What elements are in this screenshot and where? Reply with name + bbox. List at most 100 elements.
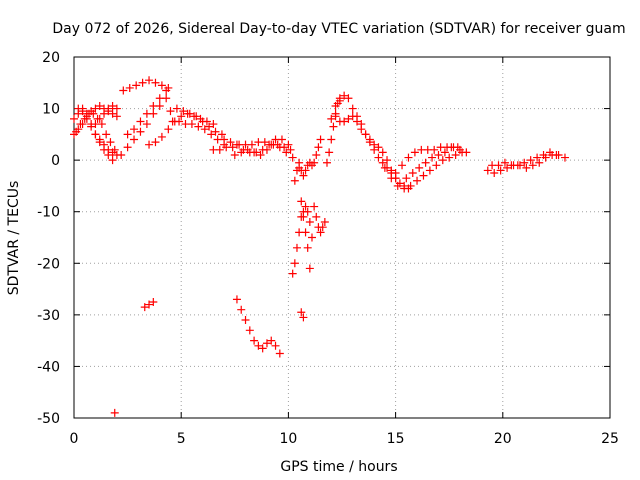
data-point xyxy=(316,228,325,237)
data-point xyxy=(232,140,241,149)
data-point xyxy=(95,101,104,110)
data-point xyxy=(207,130,216,139)
data-point xyxy=(108,109,117,118)
series-arc-a4 xyxy=(74,104,121,159)
y-tick-label: 10 xyxy=(42,102,60,118)
data-point xyxy=(157,132,166,141)
data-point xyxy=(305,218,314,227)
data-point xyxy=(217,130,226,139)
data-point xyxy=(340,117,349,126)
data-point xyxy=(520,158,529,167)
data-point xyxy=(145,300,154,309)
x-tick-label: 20 xyxy=(494,431,512,447)
data-point xyxy=(108,148,117,157)
data-point xyxy=(421,158,430,167)
data-point xyxy=(185,109,194,118)
data-point xyxy=(522,163,531,172)
data-point xyxy=(72,127,81,136)
data-point xyxy=(247,140,256,149)
data-point xyxy=(340,91,349,100)
data-point xyxy=(138,78,147,87)
data-point xyxy=(560,153,569,162)
data-point xyxy=(325,148,334,157)
data-point xyxy=(108,101,117,110)
data-point xyxy=(164,125,173,134)
data-point xyxy=(335,96,344,105)
data-point xyxy=(162,86,171,95)
data-point xyxy=(344,114,353,123)
y-tick-label: -50 xyxy=(37,411,60,427)
data-point xyxy=(145,140,154,149)
data-point xyxy=(378,148,387,157)
series-arc-d3 xyxy=(297,197,314,273)
data-point xyxy=(262,339,271,348)
series-arc-e1 xyxy=(322,94,344,167)
data-point xyxy=(365,135,374,144)
data-point xyxy=(226,138,235,147)
data-point xyxy=(378,158,387,167)
data-point xyxy=(237,305,246,314)
data-point xyxy=(329,122,338,131)
x-tick-label: 0 xyxy=(70,431,79,447)
data-point xyxy=(415,163,424,172)
data-point xyxy=(312,212,321,221)
data-point xyxy=(211,127,220,136)
data-point xyxy=(299,313,308,322)
data-point xyxy=(406,181,415,190)
data-point xyxy=(112,104,121,113)
data-point xyxy=(136,117,145,126)
data-point xyxy=(318,223,327,232)
data-point xyxy=(513,161,522,170)
data-point xyxy=(179,107,188,116)
data-point xyxy=(312,150,321,159)
x-axis-label: GPS time / hours xyxy=(280,459,397,475)
data-point xyxy=(290,176,299,185)
data-point xyxy=(100,140,109,149)
data-point xyxy=(286,145,295,154)
data-point xyxy=(70,114,78,123)
data-point xyxy=(205,122,214,131)
data-point xyxy=(438,156,447,165)
data-point xyxy=(299,212,308,221)
data-point xyxy=(123,130,132,139)
series-arc-e3 xyxy=(331,112,413,193)
data-point xyxy=(344,94,353,103)
data-point xyxy=(413,176,422,185)
data-point xyxy=(539,150,548,159)
data-point xyxy=(166,107,175,116)
data-point xyxy=(130,125,139,134)
data-point xyxy=(140,303,149,312)
data-point xyxy=(89,109,98,118)
data-point xyxy=(258,344,267,353)
series-arc-f2 xyxy=(488,148,561,170)
data-point xyxy=(91,130,100,139)
data-point xyxy=(451,150,460,159)
data-point xyxy=(310,158,319,167)
data-point xyxy=(200,125,209,134)
data-point xyxy=(303,243,312,252)
data-point xyxy=(177,112,186,121)
data-point xyxy=(402,174,411,183)
data-point xyxy=(123,143,132,152)
data-point xyxy=(490,169,499,178)
data-point xyxy=(250,336,259,345)
data-points xyxy=(70,76,569,417)
data-point xyxy=(91,120,100,129)
data-point xyxy=(209,120,218,129)
data-point xyxy=(408,169,417,178)
data-point xyxy=(425,166,434,175)
data-point xyxy=(353,117,362,126)
data-point xyxy=(297,308,306,317)
data-point xyxy=(112,112,121,121)
series-arc-g3 xyxy=(110,408,119,417)
data-point xyxy=(136,127,145,136)
data-point xyxy=(74,104,83,113)
data-point xyxy=(398,161,407,170)
y-tick-label: 0 xyxy=(51,153,60,169)
data-point xyxy=(198,117,207,126)
series-arc-b1 xyxy=(119,76,173,95)
data-point xyxy=(440,148,449,157)
data-point xyxy=(404,153,413,162)
data-point xyxy=(132,81,141,90)
data-point xyxy=(327,114,336,123)
